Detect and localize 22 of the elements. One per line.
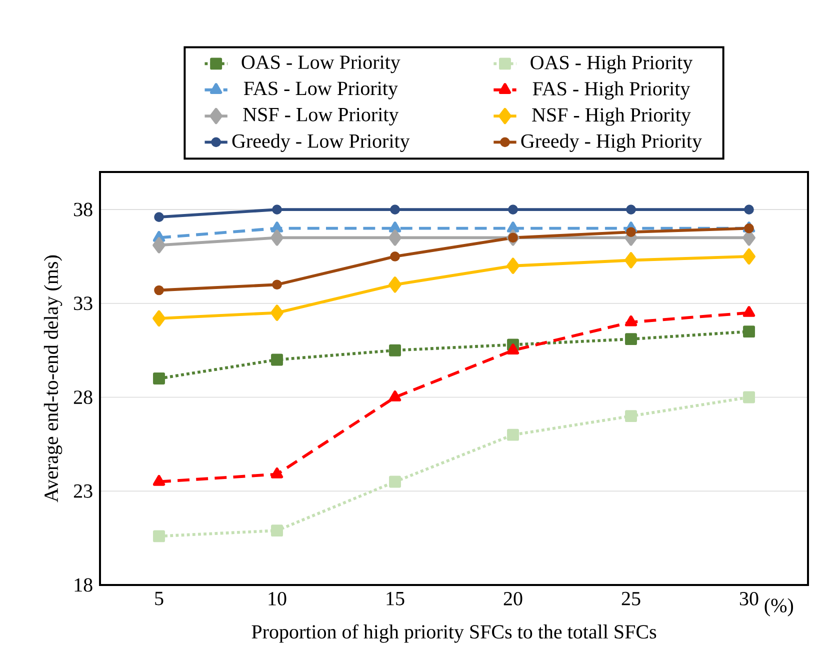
x-tick-label: 30	[740, 592, 758, 606]
y-tick-label: 23	[74, 484, 92, 498]
legend-label: FAS - High Priority	[532, 81, 690, 100]
x-tick-label: 15	[386, 592, 404, 606]
text: (%)	[764, 598, 794, 616]
legend-label: Greedy - High Priority	[521, 134, 702, 152]
x-tick-label: 20	[504, 592, 522, 606]
legend-label: FAS - Low Priority	[244, 82, 398, 100]
legend-label: OAS - Low Priority	[242, 56, 400, 74]
y-tick-label: 38	[74, 202, 92, 216]
x-tick-label: 10	[268, 592, 286, 606]
legend-label: Greedy - Low Priority	[232, 134, 410, 152]
legend-label: NSF - High Priority	[532, 108, 691, 126]
x-axis-title: Proportion of high priority SFCs to the totall SFCs	[252, 624, 656, 643]
y-tick-label: 18	[74, 578, 92, 592]
y-tick-label: 33	[74, 296, 92, 310]
x-tick-label: 5	[155, 592, 164, 606]
x-tick-label: 25	[622, 592, 640, 606]
y-tick-label: 28	[74, 390, 92, 404]
y-axis-title: Average end-to-end delay (ms)	[44, 255, 62, 502]
legend-label: OAS - High Priority	[530, 55, 693, 74]
legend-label: NSF - Low Priority	[243, 108, 399, 126]
